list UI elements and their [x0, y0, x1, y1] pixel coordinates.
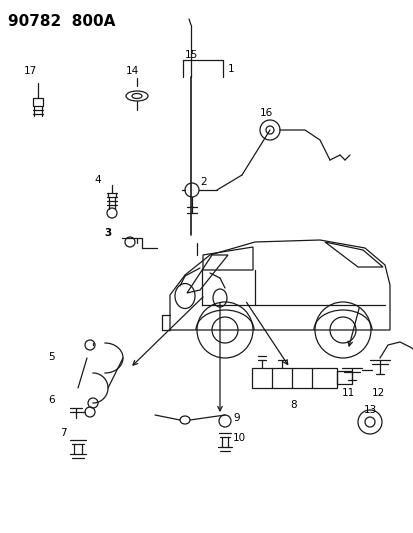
Text: 3: 3 [104, 228, 111, 238]
Text: 16: 16 [259, 108, 272, 118]
Text: 2: 2 [199, 177, 206, 187]
Text: 8: 8 [289, 400, 296, 410]
Text: 12: 12 [370, 388, 384, 398]
Bar [33, 98, 43, 106]
Text: 11: 11 [341, 388, 354, 398]
Bar [336, 371, 351, 384]
Text: 10: 10 [233, 433, 246, 443]
Bar [252, 368, 336, 388]
Text: 5: 5 [48, 352, 55, 362]
Text: 4: 4 [94, 175, 100, 185]
Text: 7: 7 [60, 428, 66, 438]
Text: 6: 6 [48, 395, 55, 405]
Text: 17: 17 [24, 66, 37, 76]
Text: 14: 14 [125, 66, 138, 76]
Text: 1: 1 [228, 64, 234, 74]
Text: 90782  800A: 90782 800A [8, 14, 115, 29]
Text: 9: 9 [233, 413, 239, 423]
Text: 13: 13 [363, 405, 376, 415]
Text: 15: 15 [185, 50, 198, 60]
